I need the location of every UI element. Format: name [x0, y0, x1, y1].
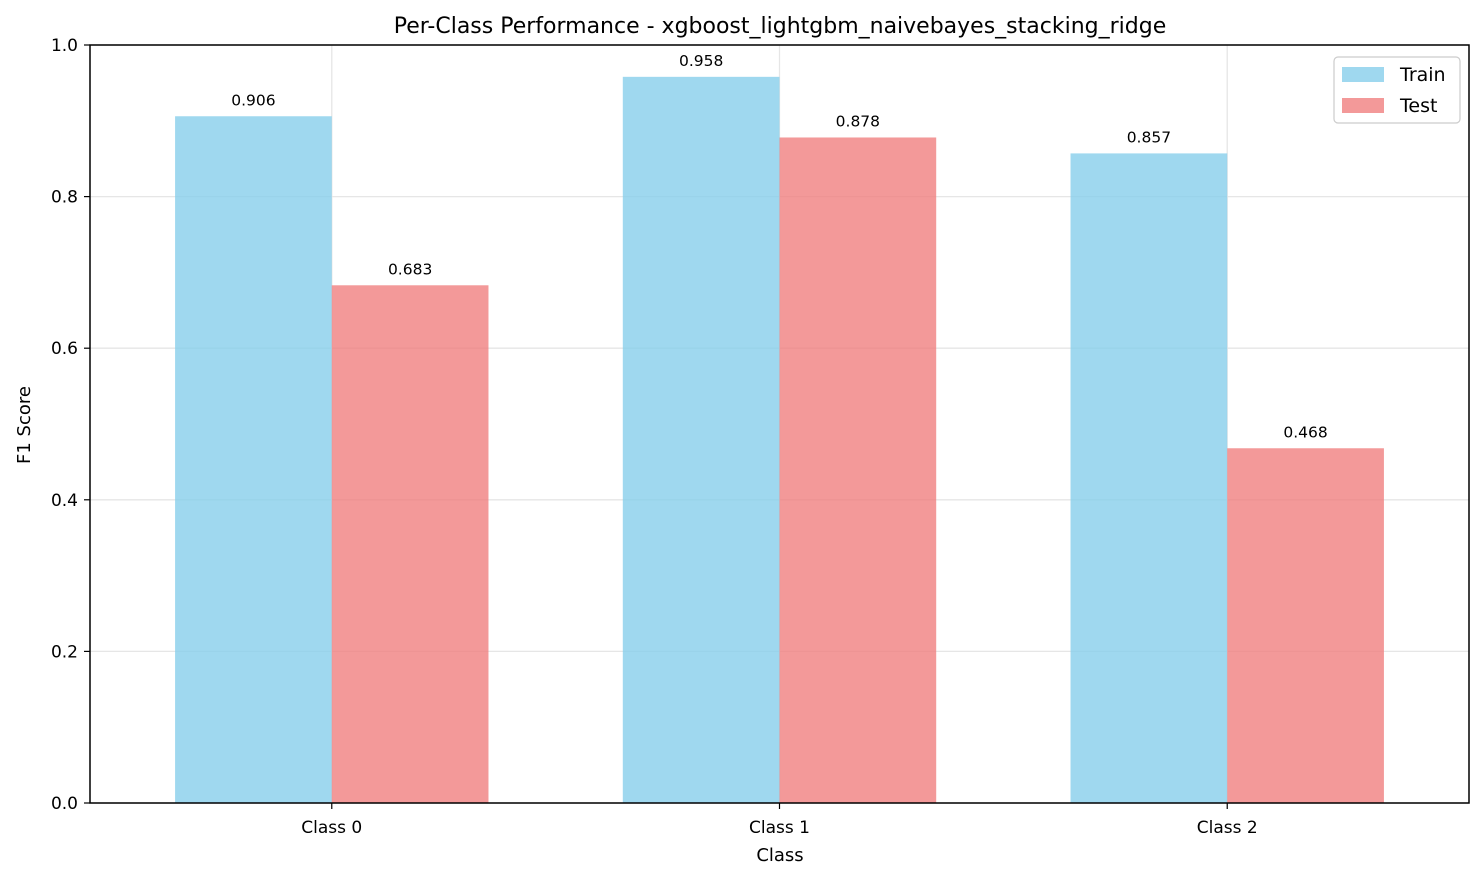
x-tick-label: Class 1: [749, 818, 810, 838]
bar-test-2: [1227, 448, 1384, 803]
bar-train-0: [175, 116, 332, 803]
bar-value-label: 0.683: [388, 260, 432, 278]
bar-labels-layer: 0.906 0.958 0.857 0.683 0.878 0.468: [231, 52, 1328, 441]
y-tick-label: 0.0: [51, 794, 78, 814]
x-tick-label: Class 0: [301, 818, 362, 838]
bars-layer: [175, 76, 1384, 804]
y-tick-label: 0.2: [51, 642, 78, 662]
y-tick-label: 0.4: [51, 491, 78, 511]
bar-train-1: [622, 76, 780, 803]
bar-value-label: 0.878: [836, 112, 880, 130]
y-tick-label: 0.8: [51, 188, 78, 208]
legend-swatch-test: [1342, 98, 1384, 113]
legend-label-train: Train: [1399, 64, 1446, 86]
axes-layer: 0.0 0.2 0.4 0.6 0.8 1.0 Class 0 Class 1 Class 2: [51, 36, 1470, 838]
y-tick-label: 0.6: [51, 339, 78, 359]
plot-frame: [89, 44, 1470, 804]
legend-swatch-train: [1342, 67, 1384, 82]
y-axis-label: F1 Score: [14, 386, 35, 464]
legend: Train Test: [1333, 56, 1461, 124]
bar-value-label: 0.857: [1127, 128, 1171, 146]
y-tick-label: 1.0: [51, 36, 78, 56]
bar-value-label: 0.906: [231, 91, 275, 109]
legend-label-test: Test: [1399, 95, 1437, 117]
x-axis-label: Class: [756, 845, 803, 866]
bar-train-2: [1070, 153, 1228, 804]
bar-value-label: 0.468: [1283, 423, 1327, 441]
x-tick-label: Class 2: [1197, 818, 1258, 838]
bar-test-0: [331, 285, 489, 803]
bar-test-1: [779, 137, 937, 803]
chart-title: Per-Class Performance - xgboost_lightgbm…: [394, 14, 1166, 39]
bar-value-label: 0.958: [679, 52, 723, 70]
